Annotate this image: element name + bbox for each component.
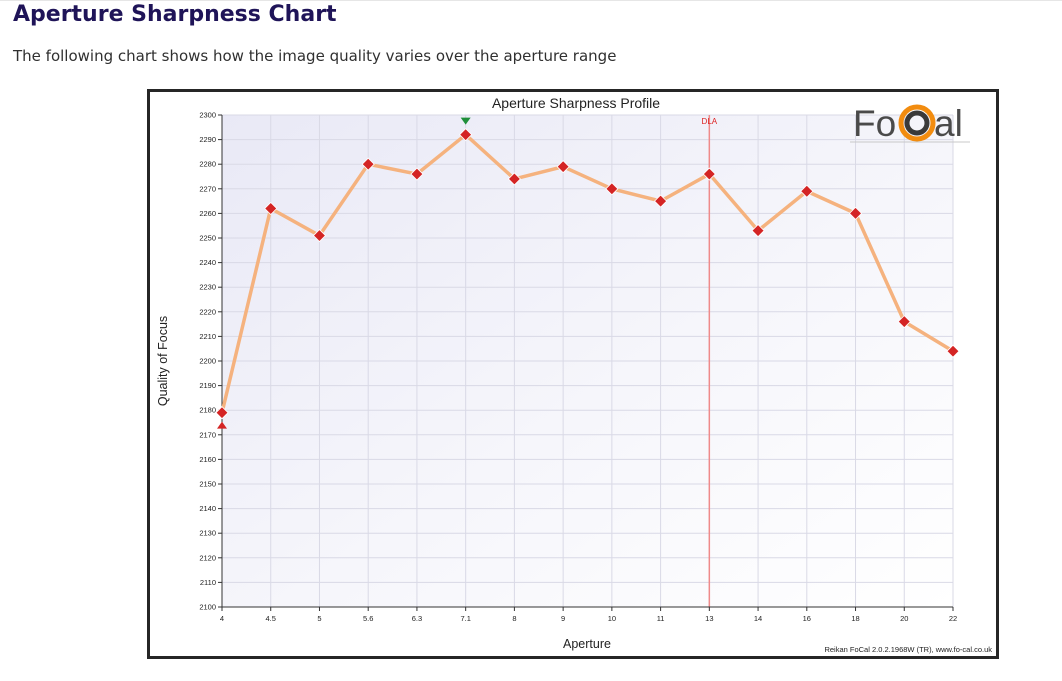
y-tick-label: 2150 xyxy=(199,480,216,489)
x-tick-label: 5.6 xyxy=(363,614,373,623)
grid-lines xyxy=(221,114,954,608)
data-point-marker xyxy=(751,224,765,238)
chart-frame: DLA 2100 2110 2120 2130 2140 2150 2160 2170 2180… xyxy=(147,89,999,659)
credit-text: Reikan FoCal 2.0.2.1968W (TR), www.fo-ca… xyxy=(824,645,992,654)
logo-text-left: Fo xyxy=(853,103,896,144)
x-tick-label: 18 xyxy=(851,614,859,623)
x-tick-label: 4.5 xyxy=(266,614,276,623)
y-tick-label: 2110 xyxy=(200,578,216,587)
data-point-marker xyxy=(459,128,473,142)
dla-reference: DLA xyxy=(702,115,718,607)
x-tick-label: 16 xyxy=(803,614,811,623)
data-point-marker xyxy=(848,206,863,220)
y-tick-label: 2230 xyxy=(199,283,216,292)
data-point-marker xyxy=(361,157,375,171)
data-point-marker xyxy=(605,182,619,196)
data-point-marker xyxy=(946,344,960,358)
y-tick-label: 2180 xyxy=(199,406,216,415)
x-tick-label: 9 xyxy=(561,614,565,623)
y-tick-label: 2290 xyxy=(199,135,216,144)
x-tick-label: 5 xyxy=(317,614,321,623)
y-tick-label: 2240 xyxy=(199,258,216,267)
data-point-marker xyxy=(410,167,424,181)
logo-text-right: al xyxy=(934,103,963,144)
y-tick-label: 2190 xyxy=(199,381,216,390)
y-axis-label: Quality of Focus xyxy=(156,316,170,406)
data-point-marker xyxy=(556,160,570,174)
y-tick-label: 2210 xyxy=(199,332,216,341)
axes xyxy=(218,114,954,611)
data-point-marker xyxy=(654,194,668,208)
aperture-sharpness-chart: DLA 2100 2110 2120 2130 2140 2150 2160 2170 2180… xyxy=(156,95,992,654)
y-tick-label: 2130 xyxy=(199,529,216,538)
data-point-marker xyxy=(702,167,716,181)
focal-logo: Fo al xyxy=(850,103,970,144)
min-point-marker xyxy=(217,421,227,429)
x-axis-label: Aperture xyxy=(563,637,611,651)
y-tick-label: 2300 xyxy=(199,111,216,120)
data-point-marker xyxy=(507,172,521,186)
top-divider xyxy=(0,0,1062,1)
y-tick-label: 2250 xyxy=(199,234,216,243)
dla-label: DLA xyxy=(702,117,718,126)
data-markers xyxy=(215,117,960,429)
page-heading: Aperture Sharpness Chart xyxy=(13,2,337,27)
x-tick-label: 8 xyxy=(512,614,516,623)
y-tick-label: 2280 xyxy=(199,160,216,169)
data-point-marker xyxy=(897,315,911,329)
x-tick-label: 11 xyxy=(657,614,665,623)
data-point-marker xyxy=(264,201,278,216)
x-tick-label: 6.3 xyxy=(412,614,422,623)
data-point-marker xyxy=(215,406,229,420)
y-tick-label: 2260 xyxy=(199,209,216,218)
series-sharpness xyxy=(220,132,955,415)
data-point-marker xyxy=(312,228,327,243)
y-tick-label: 2160 xyxy=(199,455,216,464)
x-tick-label: 14 xyxy=(754,614,762,623)
x-tick-label: 13 xyxy=(705,614,713,623)
y-tick-labels: 2100 2110 2120 2130 2140 2150 2160 2170 2180 2190… xyxy=(199,111,216,612)
x-tick-label: 22 xyxy=(949,614,957,623)
y-tick-label: 2270 xyxy=(199,184,216,193)
max-peak-marker xyxy=(460,117,471,125)
x-tick-labels: 4 4.5 5 5.6 6.3 7.1 8 9 10 11 13 14 16 18 20 22 xyxy=(220,614,957,623)
y-tick-label: 2120 xyxy=(199,553,216,562)
logo-ring-inner xyxy=(904,110,930,136)
chart-title: Aperture Sharpness Profile xyxy=(492,95,660,111)
series-line xyxy=(220,132,955,415)
y-tick-label: 2220 xyxy=(199,307,216,316)
logo-ring-outer xyxy=(898,104,936,142)
y-tick-label: 2100 xyxy=(199,603,216,612)
data-point-marker xyxy=(800,184,814,198)
x-tick-label: 20 xyxy=(900,614,908,623)
x-tick-label: 10 xyxy=(608,614,616,623)
y-tick-label: 2200 xyxy=(199,357,216,366)
y-tick-label: 2170 xyxy=(199,430,216,439)
y-tick-label: 2140 xyxy=(199,504,216,513)
x-tick-label: 4 xyxy=(220,614,224,623)
page-intro: The following chart shows how the image … xyxy=(13,47,617,65)
x-tick-label: 7.1 xyxy=(460,614,470,623)
